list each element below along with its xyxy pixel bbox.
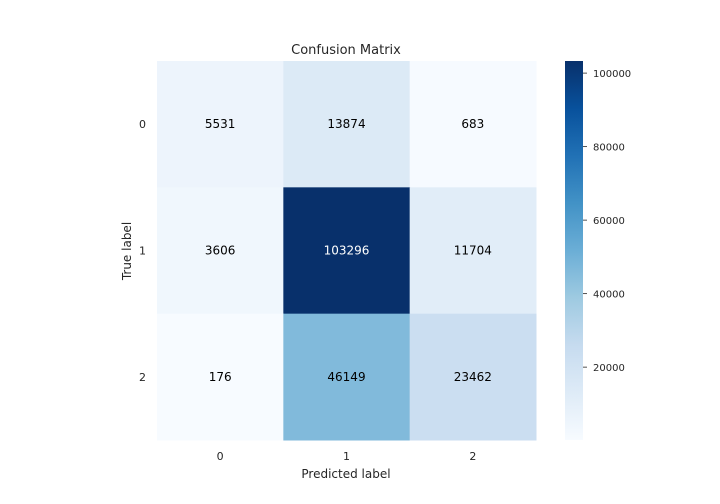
heatmap-cells	[157, 61, 537, 441]
colorbar: 20000 40000 60000 80000 100000	[565, 61, 631, 440]
heatmap-cell-r2-c1	[283, 313, 411, 441]
heatmap-cell-r1-c2	[409, 187, 537, 315]
colorbar-tick-label-0: 20000	[593, 363, 625, 374]
x-axis-ticks: 0 1 2	[217, 450, 477, 463]
x-tick-label-1: 1	[343, 450, 350, 463]
y-tick-label-2: 2	[139, 371, 146, 384]
heatmap-cell-r1-c1	[283, 187, 411, 315]
chart-title: Confusion Matrix	[291, 43, 401, 58]
heatmap-cell-r2-c2	[409, 313, 537, 441]
cell-value-label-r0-c2: 683	[461, 117, 484, 131]
colorbar-tick-label-2: 60000	[593, 216, 625, 227]
y-tick-label-1: 1	[139, 245, 146, 258]
colorbar-gradient	[565, 61, 583, 440]
heatmap-cell-r0-c2	[409, 61, 537, 188]
heatmap-cell-labels: 5531 13874 683 3606 103296 11704 176 46149 23462	[205, 117, 492, 384]
cell-value-label-r1-c1: 103296	[324, 244, 370, 258]
x-axis-label: Predicted label	[301, 467, 390, 481]
x-tick-label-2: 2	[469, 450, 476, 463]
colorbar-tick-label-1: 40000	[593, 290, 625, 301]
colorbar-ticks: 20000 40000 60000 80000 100000	[583, 69, 631, 374]
colorbar-tick-label-3: 80000	[593, 143, 625, 154]
cell-value-label-r1-c2: 11704	[454, 244, 492, 258]
colorbar-tick-label-4: 100000	[593, 69, 631, 80]
cell-value-label-r0-c1: 13874	[327, 117, 365, 131]
cell-value-label-r2-c0: 176	[209, 370, 232, 384]
cell-value-label-r1-c0: 3606	[205, 244, 236, 258]
y-tick-label-0: 0	[139, 118, 146, 131]
y-axis-label: True label	[120, 222, 134, 281]
cell-value-label-r2-c2: 23462	[454, 370, 492, 384]
cell-value-label-r0-c0: 5531	[205, 117, 236, 131]
cell-value-label-r2-c1: 46149	[327, 370, 365, 384]
y-axis-ticks: 0 1 2	[139, 118, 146, 384]
heatmap-cell-r2-c0	[157, 313, 284, 441]
x-tick-label-0: 0	[217, 450, 224, 463]
heatmap-cell-r1-c0	[157, 187, 284, 315]
heatmap-cell-r0-c0	[157, 61, 284, 188]
heatmap-cell-r0-c1	[283, 61, 411, 188]
